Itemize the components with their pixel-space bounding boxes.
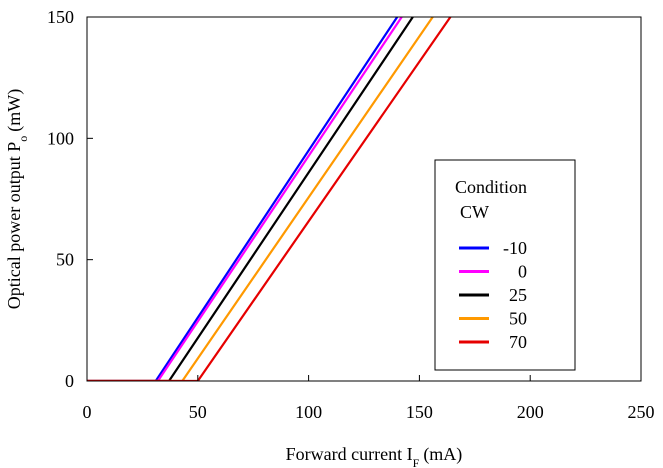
series-group <box>87 17 452 381</box>
x-axis-title: Forward current IF (mA) <box>286 444 463 468</box>
legend-label-70: 70 <box>509 332 527 352</box>
y-tick-label: 0 <box>65 371 74 391</box>
legend-label--10: -10 <box>503 238 527 258</box>
x-tick-label: 150 <box>406 402 433 422</box>
series-line-0 <box>87 17 403 381</box>
x-tick-label: 50 <box>189 402 207 422</box>
legend-title-condition: Condition <box>455 177 527 197</box>
y-tick-label: 150 <box>47 7 74 27</box>
series-line--10 <box>87 17 399 381</box>
legend-items: -10 0 25 50 70 <box>459 238 527 352</box>
y-tick-label: 100 <box>47 128 74 148</box>
legend-title-cw: CW <box>460 202 489 222</box>
x-tick-label: 200 <box>517 402 544 422</box>
plot-frame <box>86 16 642 382</box>
legend-label-25: 25 <box>509 285 527 305</box>
legend-label-0: 0 <box>518 262 527 282</box>
x-tick-label: 100 <box>295 402 322 422</box>
y-axis-title: Optical power output Po(mW) <box>4 89 30 309</box>
plot-layer <box>86 16 642 382</box>
series-line-50 <box>87 17 434 381</box>
legend-label-50: 50 <box>509 309 527 329</box>
y-tick-label: 50 <box>56 250 74 270</box>
series-line-25 <box>87 17 414 381</box>
series-line-70 <box>87 17 452 381</box>
legend-box <box>434 159 576 371</box>
legend: Condition CW -10 0 25 50 70 <box>434 159 576 371</box>
x-tick-label: 0 <box>83 402 92 422</box>
x-tick-label: 250 <box>628 402 655 422</box>
